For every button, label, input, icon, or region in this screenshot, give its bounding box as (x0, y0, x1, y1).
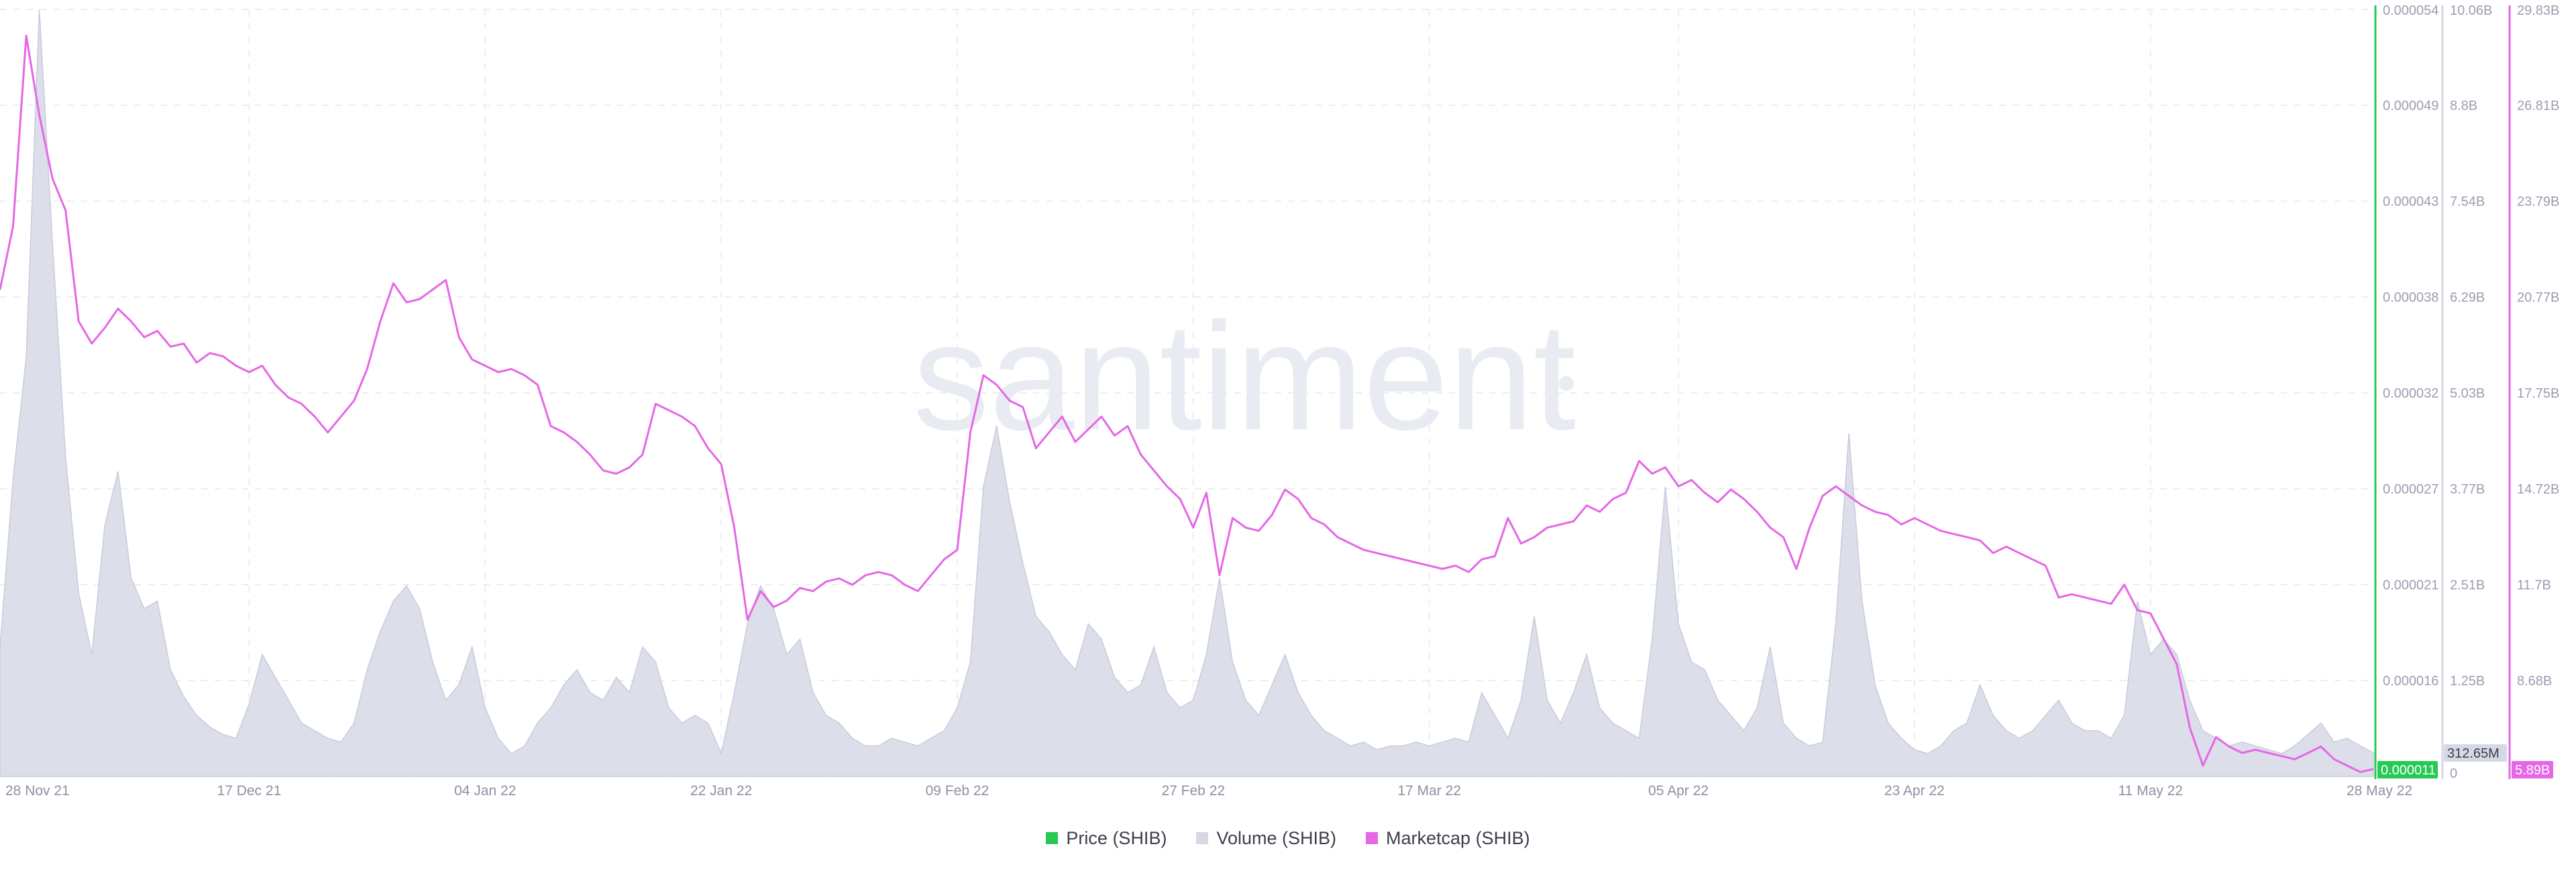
axis-tick-marketcap: 23.79B (2517, 194, 2559, 209)
legend-item-marketcap[interactable]: Marketcap (SHIB) (1366, 828, 1530, 849)
x-tick-label: 28 Nov 21 (5, 783, 70, 799)
axis-tick-volume: 7.54B (2450, 194, 2485, 209)
x-tick-label: 28 May 22 (2347, 783, 2412, 799)
axis-tick-price: 0.000016 (2383, 674, 2438, 689)
axes: 28 Nov 21 17 Dec 21 04 Jan 22 22 Jan 22 09 F… (5, 3, 2559, 799)
x-tick-label: 04 Jan 22 (454, 783, 516, 799)
legend-label-marketcap: Marketcap (SHIB) (1386, 827, 1530, 848)
x-tick-label: 17 Mar 22 (1397, 783, 1461, 799)
axis-tick-marketcap: 20.77B (2517, 290, 2559, 305)
volume-current-badge-bg (2444, 744, 2507, 762)
axis-tick-price: 0.000054 (2383, 3, 2438, 18)
x-tick-label: 22 Jan 22 (690, 783, 752, 799)
marketcap-current-badge-bg (2512, 761, 2553, 778)
x-tick-label: 23 Apr 22 (1884, 783, 1945, 799)
watermark-dot (1559, 376, 1574, 391)
price-current-badge: 0.000011 (2381, 763, 2436, 778)
volume-current-badge: 312.65M (2447, 746, 2500, 761)
axis-tick-price: 0.000038 (2383, 290, 2438, 305)
x-tick-label: 11 May 22 (2118, 783, 2183, 799)
legend-label-volume: Volume (SHIB) (1216, 827, 1337, 848)
axis-tick-marketcap: 14.72B (2517, 482, 2559, 497)
x-tick-label: 05 Apr 22 (1648, 783, 1709, 799)
axis-tick-volume: 5.03B (2450, 386, 2485, 401)
axis-tick-price: 0.000049 (2383, 99, 2438, 113)
legend-label-price: Price (SHIB) (1066, 827, 1167, 848)
axis-tick-volume: 8.8B (2450, 99, 2477, 113)
axis-tick-price: 0.000021 (2383, 578, 2438, 593)
axis-tick-volume: 3.77B (2450, 482, 2485, 497)
axis-tick-marketcap: 11.7B (2517, 578, 2551, 593)
legend-swatch-price (1046, 832, 1059, 844)
axis-tick-volume: 10.06B (2450, 3, 2492, 18)
axis-tick-marketcap: 17.75B (2517, 386, 2559, 401)
axis-tick-volume: 1.25B (2450, 674, 2485, 689)
axis-tick-price: 0.000027 (2383, 482, 2438, 497)
axis-tick-marketcap: 26.81B (2517, 99, 2559, 113)
watermark: santiment (913, 292, 1576, 462)
x-tick-label: 27 Feb 22 (1161, 783, 1225, 799)
axis-tick-volume: 6.29B (2450, 290, 2485, 305)
legend-swatch-volume (1196, 832, 1209, 844)
legend-item-volume[interactable]: Volume (SHIB) (1196, 828, 1336, 849)
series (0, 9, 2374, 777)
marketcap-line (0, 34, 2374, 773)
axis-tick-marketcap: 8.68B (2517, 674, 2552, 689)
axis-tick-volume: 0 (2450, 766, 2457, 781)
legend-swatch-marketcap (1366, 832, 1379, 844)
legend: Price (SHIB) Volume (SHIB) Marketcap (SH… (0, 819, 2576, 857)
x-tick-label: 17 Dec 21 (217, 783, 282, 799)
axis-tick-volume: 2.51B (2450, 578, 2485, 593)
price-current-badge-bg (2377, 761, 2438, 778)
axis-tick-marketcap: 29.83B (2517, 3, 2559, 18)
marketcap-current-badge: 5.89B (2515, 763, 2550, 778)
legend-item-price[interactable]: Price (SHIB) (1046, 828, 1167, 849)
x-tick-label: 09 Feb 22 (926, 783, 989, 799)
axis-tick-price: 0.000043 (2383, 194, 2438, 209)
axis-tick-price: 0.000032 (2383, 386, 2438, 401)
volume-area (0, 9, 2374, 777)
